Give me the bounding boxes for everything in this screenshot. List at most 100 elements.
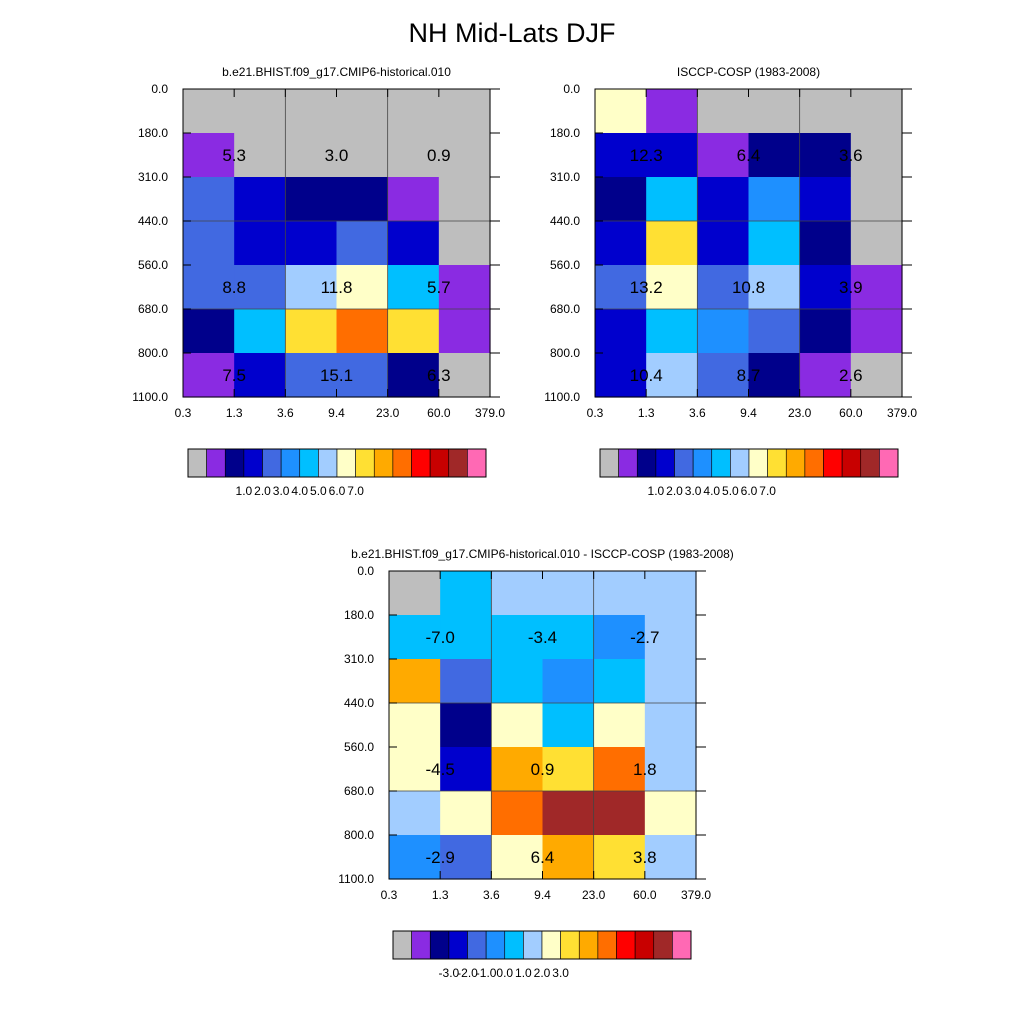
heatmap-cell	[850, 309, 903, 354]
x-tick-label: 0.3	[175, 406, 192, 420]
heatmap-cell	[234, 265, 286, 310]
y-tick-label: 680.0	[344, 784, 374, 798]
heatmap-cell	[595, 89, 647, 134]
heatmap-cell	[644, 835, 697, 880]
legend-swatch	[785, 448, 806, 478]
heatmap-cell	[336, 89, 389, 134]
heatmap-cell	[389, 835, 441, 880]
heatmap-cell	[593, 791, 646, 836]
cell-value-label: 6.4	[737, 146, 761, 165]
page-title: NH Mid-Lats DJF	[408, 18, 616, 48]
legend-label: 1.0	[236, 484, 253, 498]
heatmap-cell	[748, 89, 801, 134]
legend-label: 5.0	[310, 484, 327, 498]
legend-label: 3.0	[685, 484, 702, 498]
heatmap-cell	[542, 791, 595, 836]
legend-swatch	[672, 930, 692, 960]
legend-swatch	[448, 930, 468, 960]
legend-swatch	[318, 448, 338, 478]
cell-value-label: 11.8	[321, 278, 353, 297]
heatmap-cell	[593, 615, 646, 660]
heatmap-cell	[285, 265, 338, 310]
heatmap-cell	[387, 265, 440, 310]
legend-label: -1.0	[476, 966, 497, 980]
heatmap-cell	[697, 265, 750, 310]
heatmap-cell	[593, 571, 646, 616]
legend-label: -3.0	[439, 966, 460, 980]
heatmap-cell	[387, 89, 440, 134]
legend-swatch	[485, 930, 506, 960]
heatmap-cell	[644, 615, 697, 660]
panel-observation: ISCCP-COSP (1983-2008) 0.3 1.3 3.6 9.4 23.0 60…	[544, 65, 917, 498]
y-tick-label: 800.0	[550, 346, 580, 360]
legend-swatch	[578, 930, 599, 960]
legend-label: 4.0	[703, 484, 720, 498]
heatmap-cell	[491, 571, 544, 616]
legend-swatch	[541, 930, 561, 960]
heatmap-cell	[387, 133, 440, 178]
y-tick-label: 560.0	[344, 740, 374, 754]
cell-value-label: 13.2	[630, 278, 663, 297]
heatmap-cell	[850, 133, 903, 178]
x-tick-label: 23.0	[376, 406, 400, 420]
heatmap-cell	[438, 353, 491, 398]
cell-value-label: 2.6	[839, 366, 863, 385]
heatmap-cell	[644, 747, 697, 792]
legend-swatch	[262, 448, 282, 478]
x-tick-label: 3.6	[689, 406, 706, 420]
legend-label: 7.0	[347, 484, 364, 498]
heatmap-cell	[850, 265, 903, 310]
heatmap-cell	[644, 703, 697, 748]
legend-swatch	[467, 448, 487, 478]
legend-label: 0.0	[496, 966, 513, 980]
legend-label: 6.0	[741, 484, 758, 498]
heatmap-cell	[644, 659, 697, 704]
cell-value-label: 5.7	[427, 278, 451, 297]
heatmap-cell	[491, 659, 544, 704]
heatmap-cell	[542, 747, 595, 792]
y-tick-label: 440.0	[138, 214, 168, 228]
legend-swatch	[634, 930, 655, 960]
heatmap-cell	[336, 133, 389, 178]
legend-swatch	[392, 448, 412, 478]
cell-value-label: 6.4	[531, 848, 555, 867]
cell-value-label: 10.8	[732, 278, 765, 297]
panel-difference: b.e21.BHIST.f09_g17.CMIP6-historical.010…	[338, 547, 734, 980]
legend-swatch	[355, 448, 375, 478]
legend-swatch	[655, 448, 675, 478]
legend-swatch	[748, 448, 768, 478]
x-tick-label: 379.0	[887, 406, 917, 420]
heatmap-cell	[748, 353, 801, 398]
heatmap-cell	[697, 221, 750, 266]
x-tick-label: 60.0	[427, 406, 451, 420]
x-tick-label: 1.3	[432, 888, 449, 902]
heatmap-cell	[491, 747, 544, 792]
legend-frame	[599, 448, 899, 478]
legend-swatch	[618, 448, 638, 478]
heatmap-cell	[799, 89, 852, 134]
heatmap-cell	[595, 309, 647, 354]
heatmap-cell	[438, 221, 491, 266]
heatmap-cell	[234, 309, 286, 354]
heatmap-cell	[595, 177, 647, 222]
y-tick-label: 1100.0	[544, 390, 580, 404]
heatmap-cell	[593, 747, 646, 792]
heatmap-cell	[542, 615, 595, 660]
cell-value-label: 3.0	[325, 146, 349, 165]
heatmap-cell	[593, 703, 646, 748]
heatmap-cell	[646, 221, 698, 266]
heatmap-cell	[697, 89, 750, 134]
heatmap-cell	[697, 133, 750, 178]
heatmap-cell	[644, 571, 697, 616]
heatmap-cell	[285, 353, 338, 398]
y-tick-label: 560.0	[138, 258, 168, 272]
heatmap-cell	[234, 133, 286, 178]
heatmap-cell	[646, 265, 698, 310]
y-tick-label: 310.0	[138, 170, 168, 184]
y-tick-label: 560.0	[550, 258, 580, 272]
legend-swatch	[711, 448, 731, 478]
heatmap-cell	[438, 89, 491, 134]
y-tick-label: 180.0	[138, 126, 168, 140]
heatmap-cell	[440, 835, 492, 880]
